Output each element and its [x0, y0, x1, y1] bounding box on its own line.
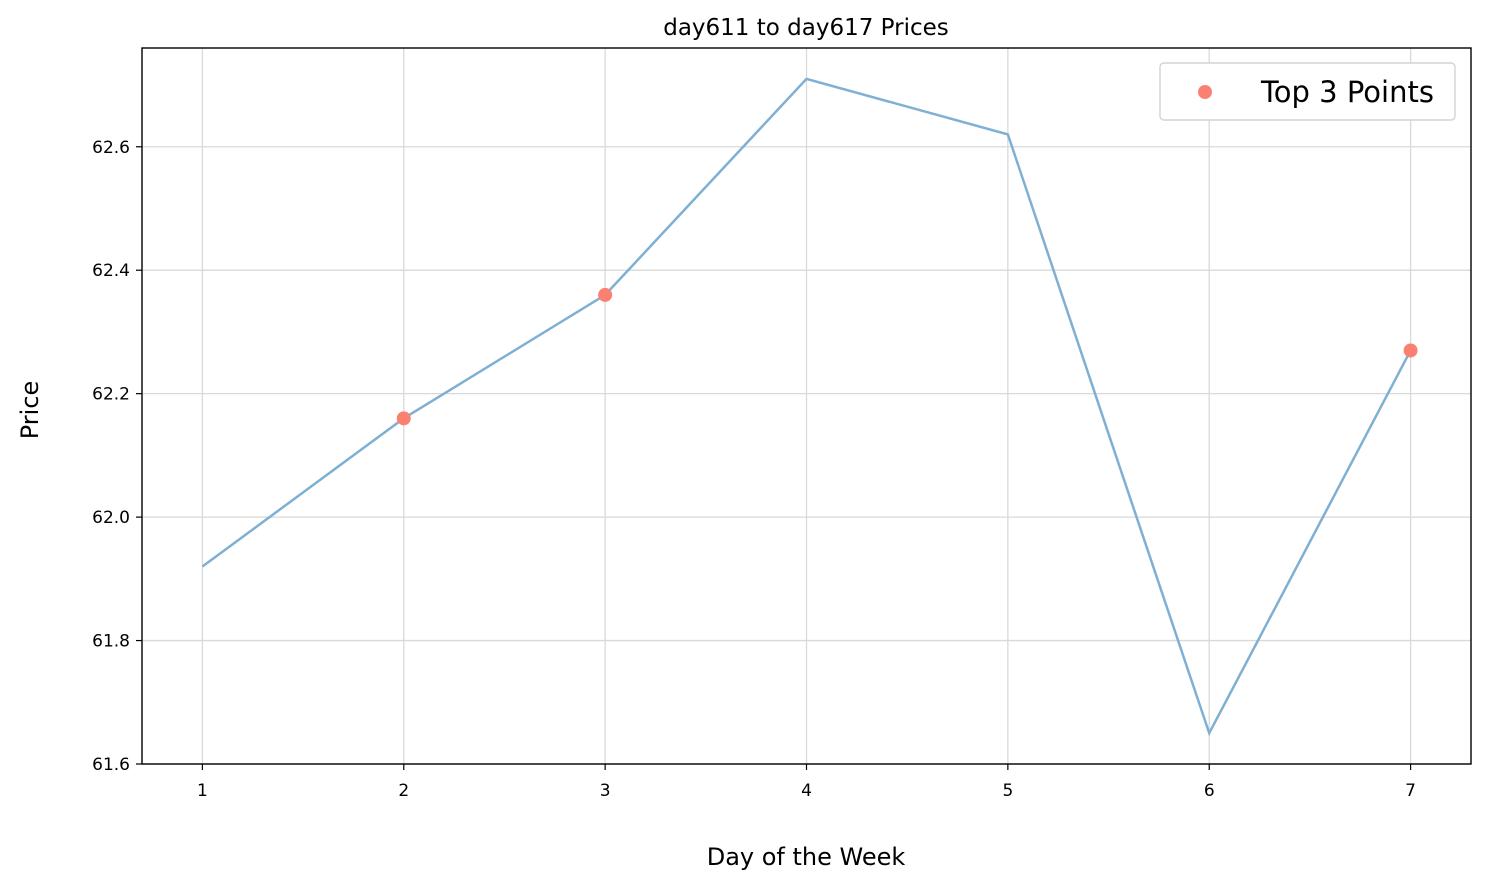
legend-label: Top 3 Points	[1260, 75, 1434, 109]
legend: Top 3 Points	[1159, 62, 1456, 121]
top-point-marker	[598, 287, 613, 302]
chart-title: day611 to day617 Prices	[663, 15, 949, 41]
x-axis-ticks: 1 2 3 4 5 6 7	[197, 764, 1416, 801]
legend-marker	[1198, 85, 1212, 99]
x-tick-label: 6	[1204, 781, 1215, 801]
y-tick-label: 61.6	[92, 755, 130, 775]
x-tick-label: 7	[1405, 781, 1416, 801]
top-point-marker	[396, 411, 411, 426]
y-axis-ticks: 61.6 61.8 62.0 62.2 62.4 62.6	[92, 138, 142, 775]
y-tick-label: 61.8	[92, 632, 130, 652]
legend-box	[1159, 62, 1456, 121]
x-tick-label: 4	[801, 781, 812, 801]
y-tick-label: 62.6	[92, 138, 130, 158]
top-point-marker	[1403, 343, 1418, 358]
y-tick-label: 62.4	[92, 261, 130, 281]
highlight-points	[396, 287, 1418, 426]
x-axis-label: Day of the Week	[707, 843, 906, 871]
x-tick-label: 5	[1002, 781, 1013, 801]
y-tick-label: 62.0	[92, 508, 130, 528]
x-tick-label: 3	[600, 781, 611, 801]
y-tick-label: 62.2	[92, 385, 130, 405]
y-axis-label: Price	[16, 381, 44, 440]
x-tick-label: 1	[197, 781, 208, 801]
x-tick-label: 2	[398, 781, 409, 801]
grid	[142, 48, 1471, 765]
